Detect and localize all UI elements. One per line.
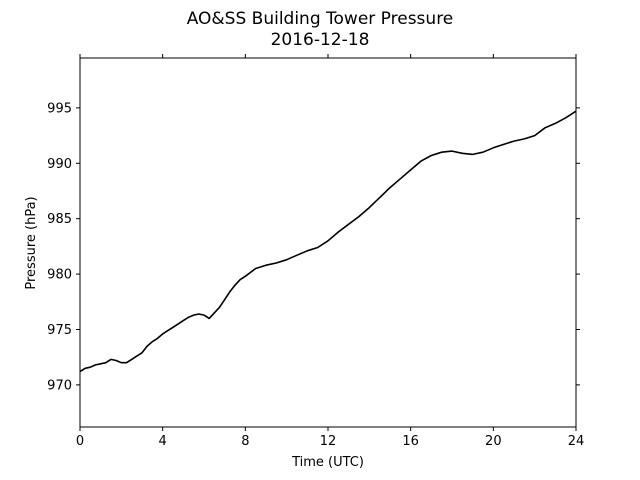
y-tick-label: 980 [47, 268, 72, 283]
y-axis-label: Pressure (hPa) [24, 196, 39, 289]
y-tick-label: 995 [47, 101, 72, 116]
y-tick-label: 985 [47, 212, 72, 227]
x-tick-label: 4 [159, 434, 167, 449]
x-tick-label: 0 [76, 434, 84, 449]
x-tick-label: 20 [485, 434, 502, 449]
y-tick-label: 990 [47, 157, 72, 172]
x-tick-label: 16 [402, 434, 419, 449]
x-tick-label: 12 [320, 434, 337, 449]
y-axis: 970 975 980 985 990 995 [47, 101, 580, 393]
x-tick-label: 8 [241, 434, 249, 449]
plot-frame [79, 57, 577, 428]
y-tick-label: 970 [47, 378, 72, 393]
chart-title: AO&SS Building Tower Pressure [187, 9, 454, 29]
y-tick-label: 975 [47, 323, 72, 338]
plot-area [79, 110, 577, 373]
x-tick-label: 24 [568, 434, 585, 449]
x-axis-label: Time (UTC) [291, 455, 364, 470]
chart-subtitle: 2016-12-18 [271, 30, 370, 50]
pressure-series-line [79, 110, 577, 373]
x-axis: 0 4 8 12 16 20 24 [76, 54, 584, 449]
